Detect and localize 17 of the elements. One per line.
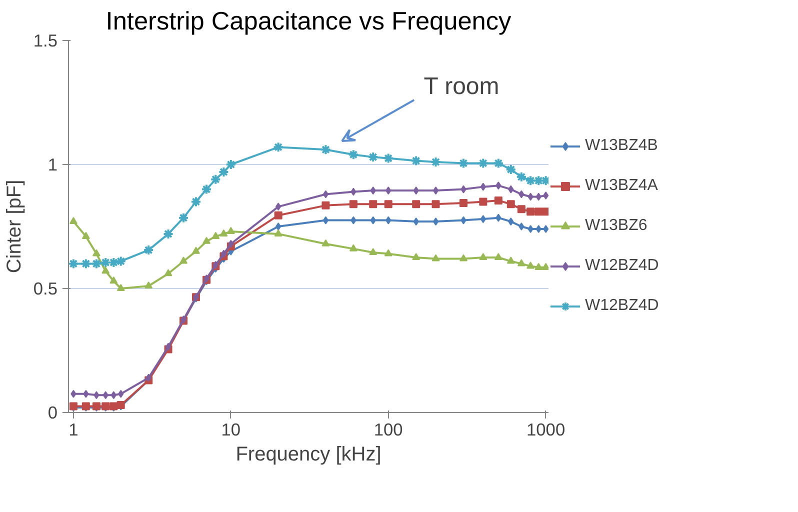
x-axis-title: Frequency [kHz] <box>236 444 382 466</box>
legend-label: W13BZ4B <box>585 137 658 155</box>
legend-label: W12BZ4D <box>585 257 659 275</box>
x-tick-label: 100 <box>374 420 403 440</box>
x-tick-label: 1000 <box>526 420 566 440</box>
y-tick-label: 0.5 <box>33 278 58 298</box>
annotation: T room <box>424 73 500 100</box>
y-tick-label: 1.5 <box>33 30 58 50</box>
legend-label: W12BZ4D <box>585 297 659 315</box>
chart-title: Interstrip Capacitance vs Frequency <box>106 8 512 36</box>
y-axis-title: Cinter [pF] <box>3 180 26 274</box>
y-tick-label: 0 <box>48 402 58 422</box>
x-tick-label: 1 <box>68 420 78 440</box>
y-tick-label: 1 <box>48 154 58 174</box>
legend-label: W13BZ6 <box>585 217 648 235</box>
legend-label: W13BZ4A <box>585 177 658 195</box>
x-tick-label: 10 <box>221 420 241 440</box>
